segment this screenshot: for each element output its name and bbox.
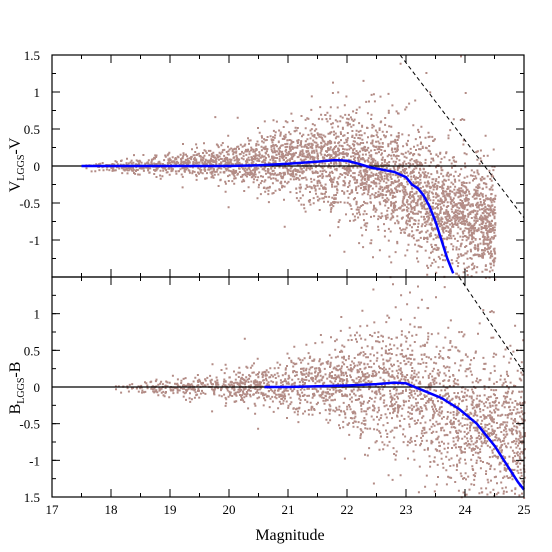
bottom-y-axis-label: BLGGS-B [7,362,27,415]
top-median-curve [81,158,455,274]
bot-frame [51,276,525,498]
bot-y-tick-label: 0 [34,380,41,395]
bottom-scatter-cloud [114,278,526,499]
bottom-y-label-main: B [7,404,24,415]
bot-y-tick-label: -0.5 [19,417,40,432]
bot-scatter-points [114,278,526,499]
top-scatter-cloud [85,55,497,279]
top-y-tick-label: 0.5 [24,122,40,137]
x-tick-label: 22 [341,502,354,517]
bot-limit-segment [458,276,525,373]
bottom-median-curve [264,381,525,491]
top-y-tick-label: 1 [34,85,41,100]
x-axis-label: Magnitude [255,527,324,544]
x-tick-label: 23 [400,502,413,517]
bot-y-tick-label: 0.5 [24,343,40,358]
x-tick-label: 18 [105,502,118,517]
bottom-panel: 1 0.5 0 -0.5 -1 1.5 17 18 19 20 21 22 23 24 25 [19,276,531,517]
top-y-tick-label: -1 [29,233,40,248]
top-y-axis-label: VLGGS-V [7,137,27,192]
bottom-limit-line [458,276,525,373]
top-limit-segment [399,54,525,219]
top-y-label-sub: LGGS [16,155,27,181]
top-scatter-points [85,55,497,279]
bottom-y-label-suffix: -B [7,362,24,378]
bottom-right-ticks [51,276,525,498]
x-tick-label: 21 [282,502,295,517]
top-y-label-suffix: -V [7,137,24,154]
bot-y-tick-label: 1 [34,307,41,322]
x-tick-label: 24 [459,502,473,517]
bot-y-tick-label: 1.5 [24,490,40,505]
x-tick-label: 25 [518,502,531,517]
x-tick-label: 19 [164,502,177,517]
x-tick-label: 17 [46,502,60,517]
top-y-tick-label: 0 [34,159,41,174]
top-limit-line [399,54,525,219]
top-y-label-main: V [7,180,24,192]
bottom-y-label-sub: LGGS [16,378,27,404]
top-y-tick-label: -0.5 [19,196,40,211]
bot-y-tick-label: -1 [29,453,40,468]
top-y-tick-label: 1.5 [24,48,40,63]
top-y-ticks: 1.5 1 0.5 0 -0.5 -1 [19,48,60,278]
panel-frames [51,54,525,498]
x-ticks: 17 18 19 20 21 22 23 24 25 [46,502,531,517]
top-panel: 1.5 1 0.5 0 -0.5 -1 [19,48,525,279]
bottom-y-ticks: 1 0.5 0 -0.5 -1 1.5 [19,276,60,505]
x-tick-label: 20 [223,502,236,517]
